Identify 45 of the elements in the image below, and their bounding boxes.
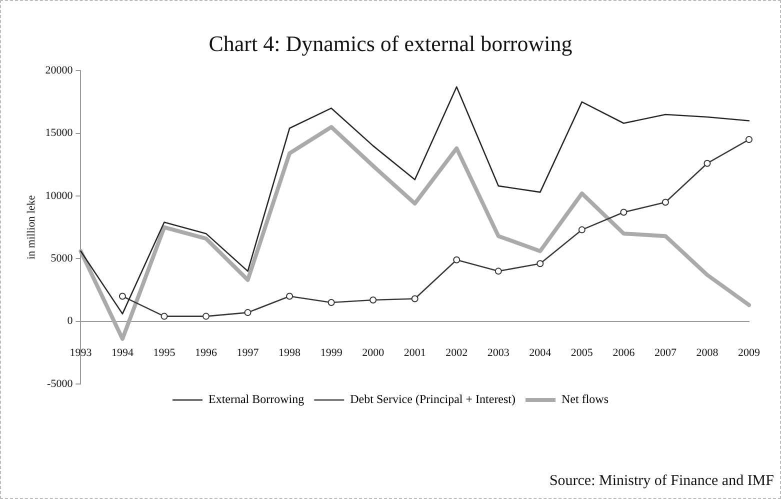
point bbox=[662, 198, 669, 206]
legend-label: Debt Service (Principal + Interest) bbox=[350, 392, 516, 406]
y-tick-label: 0 bbox=[67, 315, 74, 328]
source-note: Source: Ministry of Finance and IMF bbox=[549, 473, 774, 490]
x-tick-label: 1993 bbox=[70, 346, 92, 359]
y-tick-label: 10000 bbox=[45, 190, 74, 202]
point bbox=[370, 296, 377, 304]
point bbox=[244, 309, 252, 316]
point bbox=[286, 292, 294, 300]
x-tick-label: 2003 bbox=[487, 346, 510, 359]
x-tick-label: 2009 bbox=[738, 346, 760, 359]
point bbox=[411, 295, 418, 302]
x-tick-label: 2002 bbox=[446, 346, 468, 359]
point bbox=[620, 208, 628, 216]
x-tick-label: 2001 bbox=[404, 346, 426, 359]
x-tick-label: 1995 bbox=[153, 346, 176, 359]
point bbox=[578, 226, 586, 234]
y-axis-title: in million leke bbox=[25, 195, 38, 260]
y-tick-label: -5000 bbox=[47, 378, 74, 390]
point bbox=[453, 256, 460, 264]
legend-label: External Borrowing bbox=[208, 392, 304, 406]
x-tick-label: 2004 bbox=[529, 346, 552, 359]
point bbox=[704, 160, 711, 167]
point bbox=[746, 136, 752, 144]
x-tick-label: 1994 bbox=[111, 346, 134, 359]
chart-title: Chart 4: Dynamics of external borrowing bbox=[208, 31, 574, 57]
x-tick-label: 2005 bbox=[570, 346, 594, 359]
point bbox=[160, 312, 168, 320]
point bbox=[118, 292, 126, 300]
y-tick-label: 20000 bbox=[45, 64, 74, 76]
x-tick-label: 1997 bbox=[236, 346, 260, 359]
x-tick-label: 1999 bbox=[320, 346, 343, 359]
point bbox=[536, 260, 544, 268]
x-tick-label: 1996 bbox=[195, 346, 218, 359]
x-tick-label: 2007 bbox=[654, 346, 677, 359]
x-tick-label: 2000 bbox=[362, 346, 385, 359]
x-tick-label: 2006 bbox=[612, 346, 636, 359]
x-tick-label: 1998 bbox=[278, 346, 302, 359]
point bbox=[494, 268, 502, 275]
legend-label: Net flows bbox=[562, 392, 609, 406]
y-tick-label: 5000 bbox=[50, 252, 74, 265]
point bbox=[202, 312, 210, 320]
x-tick-label: 2008 bbox=[696, 346, 719, 359]
y-tick-label: 15000 bbox=[45, 127, 74, 140]
point bbox=[328, 299, 335, 306]
